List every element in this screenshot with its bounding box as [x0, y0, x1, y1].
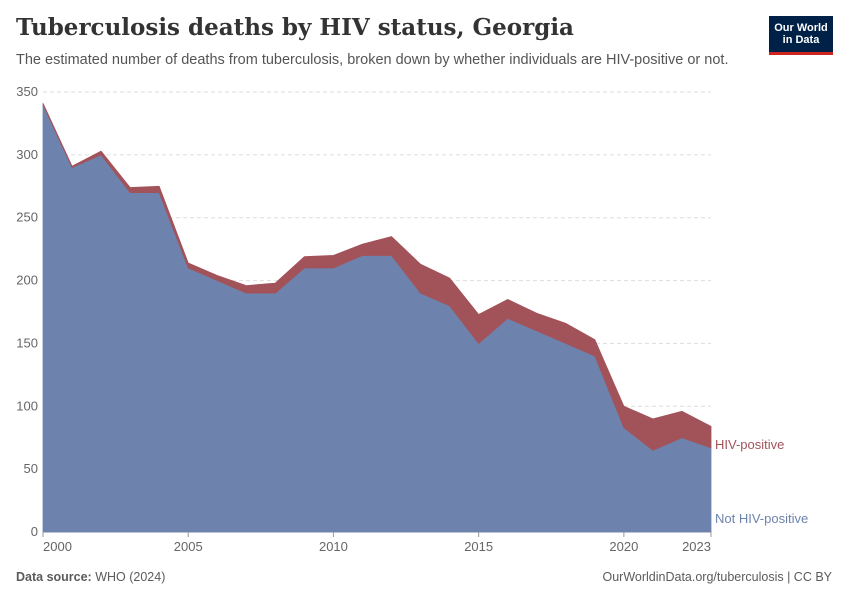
- y-axis-ticks: 0 50 100 150 200 250 300 350: [16, 84, 38, 539]
- data-source-label: Data source:: [16, 570, 92, 584]
- x-axis-ticks: 2000 2005 2010 2015 2020 2023: [43, 532, 711, 554]
- y-tick-label: 100: [16, 398, 38, 413]
- y-tick-label: 50: [24, 461, 38, 476]
- stacked-areas: [43, 103, 711, 532]
- x-tick-label: 2015: [464, 539, 493, 554]
- x-tick-label: 2000: [43, 539, 72, 554]
- y-tick-label: 200: [16, 273, 38, 288]
- footer-link[interactable]: OurWorldinData.org/tuberculosis | CC BY: [603, 570, 833, 584]
- y-tick-label: 300: [16, 147, 38, 162]
- series-label-not-hiv-positive[interactable]: Not HIV-positive: [715, 511, 808, 526]
- data-source: Data source: WHO (2024): [16, 570, 165, 584]
- series-labels: HIV-positive Not HIV-positive: [715, 437, 808, 526]
- y-tick-label: 250: [16, 210, 38, 225]
- y-tick-label: 150: [16, 335, 38, 350]
- y-tick-label: 350: [16, 84, 38, 99]
- x-tick-label: 2010: [319, 539, 348, 554]
- x-tick-label: 2020: [609, 539, 638, 554]
- y-tick-label: 0: [31, 524, 38, 539]
- x-tick-label: 2023: [682, 539, 711, 554]
- data-source-value[interactable]: WHO (2024): [95, 570, 165, 584]
- area-not-hiv-positive[interactable]: [43, 105, 711, 532]
- x-tick-label: 2005: [174, 539, 203, 554]
- series-label-hiv-positive[interactable]: HIV-positive: [715, 437, 784, 452]
